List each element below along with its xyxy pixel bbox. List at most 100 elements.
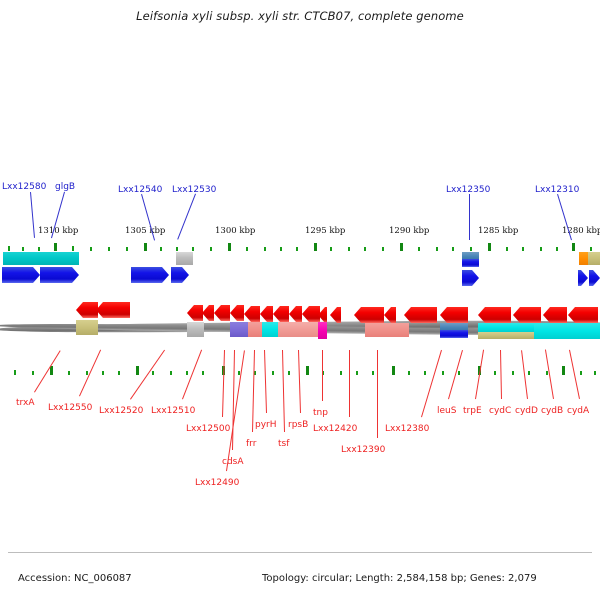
gene-label-cydC[interactable]: cydC: [489, 406, 512, 416]
gene-1[interactable]: [2, 267, 40, 283]
genome-tick: [144, 243, 147, 251]
genome-tick: [580, 371, 582, 375]
gene-label-leader-line: [569, 349, 580, 399]
gene-label-Lxx12500[interactable]: Lxx12500: [186, 424, 231, 434]
genome-tick: [356, 371, 358, 375]
gene-label-Lxx12530[interactable]: Lxx12530: [172, 185, 217, 195]
genome-tick: [306, 366, 309, 375]
gene-cydD[interactable]: [568, 307, 598, 323]
gene-Lxx12490[interactable]: [244, 306, 260, 322]
gene-6[interactable]: [578, 270, 588, 286]
gene-7[interactable]: [589, 270, 600, 286]
gene-label-Lxx12510[interactable]: Lxx12510: [151, 406, 196, 416]
gene-Lxx12520[interactable]: [187, 305, 203, 321]
gene-Lxx12550[interactable]: [96, 302, 130, 318]
genome-tick: [54, 243, 57, 251]
gene-4[interactable]: [171, 267, 189, 283]
cds-cyan-4[interactable]: [567, 323, 600, 339]
genome-tick: [86, 371, 88, 375]
genome-tick: [348, 247, 350, 251]
gene-label-trpE[interactable]: trpE: [463, 406, 482, 416]
cds-khaki-1[interactable]: [76, 320, 98, 335]
gene-label-cydD[interactable]: cydD: [515, 406, 538, 416]
gene-2[interactable]: [40, 267, 79, 283]
gene-label-leuS[interactable]: leuS: [437, 406, 457, 416]
gene-Lxx12420[interactable]: [354, 307, 384, 323]
gene-label-Lxx12550[interactable]: Lxx12550: [48, 403, 93, 413]
gene-label-Lxx12420[interactable]: Lxx12420: [313, 424, 358, 434]
gene-label-Lxx12310[interactable]: Lxx12310: [535, 185, 580, 195]
cds-bar-4[interactable]: [462, 252, 479, 259]
gene-label-rpsB[interactable]: rpsB: [288, 420, 309, 430]
gene-frr[interactable]: [260, 306, 273, 322]
gene-label-Lxx12540[interactable]: Lxx12540: [118, 185, 163, 195]
gene-3[interactable]: [131, 267, 169, 283]
cds-bar-3[interactable]: [176, 252, 193, 265]
genome-tick: [22, 247, 24, 251]
gene-Lxx12510[interactable]: [202, 305, 214, 321]
gene-label-Lxx12580[interactable]: Lxx12580: [2, 182, 47, 192]
gene-label-Lxx12490[interactable]: Lxx12490: [195, 478, 240, 488]
gene-trpE[interactable]: [513, 307, 541, 323]
gene-label-frr[interactable]: frr: [246, 439, 257, 449]
cds-steel-1[interactable]: [440, 323, 468, 330]
gene-label-trxA[interactable]: trxA: [16, 398, 35, 408]
genome-tick: [108, 247, 110, 251]
cds-gray-1[interactable]: [187, 322, 204, 337]
genome-tick: [254, 371, 256, 375]
genome-tick: [38, 247, 40, 251]
genome-map-graphic[interactable]: 1310 kbp 1305 kbp 1300 kbp 1295 kbp 1290 kbp…: [0, 30, 600, 550]
gene-tnp[interactable]: [318, 307, 327, 323]
genome-tick: [288, 371, 290, 375]
cds-cyan-3[interactable]: [534, 323, 567, 339]
cds-bar-7[interactable]: [588, 252, 600, 265]
cds-salmon-3[interactable]: [298, 322, 318, 337]
gene-label-Lxx12380[interactable]: Lxx12380: [385, 424, 430, 434]
gene-label-Lxx12350[interactable]: Lxx12350: [446, 185, 491, 195]
cds-magenta-1[interactable]: [318, 322, 327, 339]
gene-Lxx12500[interactable]: [214, 305, 230, 321]
cds-salmon-2[interactable]: [278, 322, 298, 337]
gene-label-cydB[interactable]: cydB: [541, 406, 564, 416]
cds-salmon-4[interactable]: [365, 323, 409, 337]
gene-label-cdsA[interactable]: cdsA: [222, 457, 244, 467]
gene-label-pyrH[interactable]: pyrH: [255, 420, 277, 430]
gene-label-Lxx12390[interactable]: Lxx12390: [341, 445, 386, 455]
gene-Lxx12380[interactable]: [440, 307, 468, 323]
gene-Lxx12385[interactable]: [404, 307, 437, 323]
cds-bar-5[interactable]: [462, 259, 479, 267]
gene-label-Lxx12520[interactable]: Lxx12520: [99, 406, 144, 416]
gene-cydC[interactable]: [543, 307, 567, 323]
genome-tick: [8, 246, 10, 251]
gene-label-cydA[interactable]: cydA: [567, 406, 590, 416]
genome-tick: [314, 243, 317, 251]
cds-bar-1[interactable]: [3, 252, 41, 265]
genome-tick: [382, 247, 384, 251]
gene-label-leader-line: [182, 350, 202, 400]
genome-tick: [400, 243, 403, 251]
genome-tick: [102, 371, 104, 375]
cds-purple-1[interactable]: [230, 322, 248, 337]
cds-bar-2[interactable]: [41, 252, 79, 265]
genome-tick: [210, 247, 212, 251]
gene-cdsA[interactable]: [230, 305, 244, 321]
cds-bar-6[interactable]: [579, 252, 588, 265]
cds-cyan-1[interactable]: [262, 322, 278, 337]
gene-leuS[interactable]: [478, 307, 511, 323]
genome-tick: [296, 247, 298, 251]
gene-Lxx12420b[interactable]: [330, 307, 341, 323]
gene-label-tsf[interactable]: tsf: [278, 439, 290, 449]
gene-label-leader-line: [469, 194, 470, 240]
gene-5[interactable]: [462, 270, 479, 286]
gene-tsf[interactable]: [289, 306, 302, 322]
gene-rpsB[interactable]: [302, 306, 320, 322]
cds-khaki-2[interactable]: [478, 332, 534, 339]
cds-salmon-1[interactable]: [248, 322, 262, 337]
gene-pyrH[interactable]: [273, 306, 289, 322]
cds-cyan-2[interactable]: [478, 323, 534, 332]
gene-label-glgB[interactable]: glgB: [55, 182, 76, 192]
gene-trxA[interactable]: [76, 302, 98, 318]
gene-label-tnp[interactable]: tnp: [313, 408, 328, 418]
cds-blue-1[interactable]: [440, 330, 468, 338]
genome-tick: [68, 371, 70, 375]
